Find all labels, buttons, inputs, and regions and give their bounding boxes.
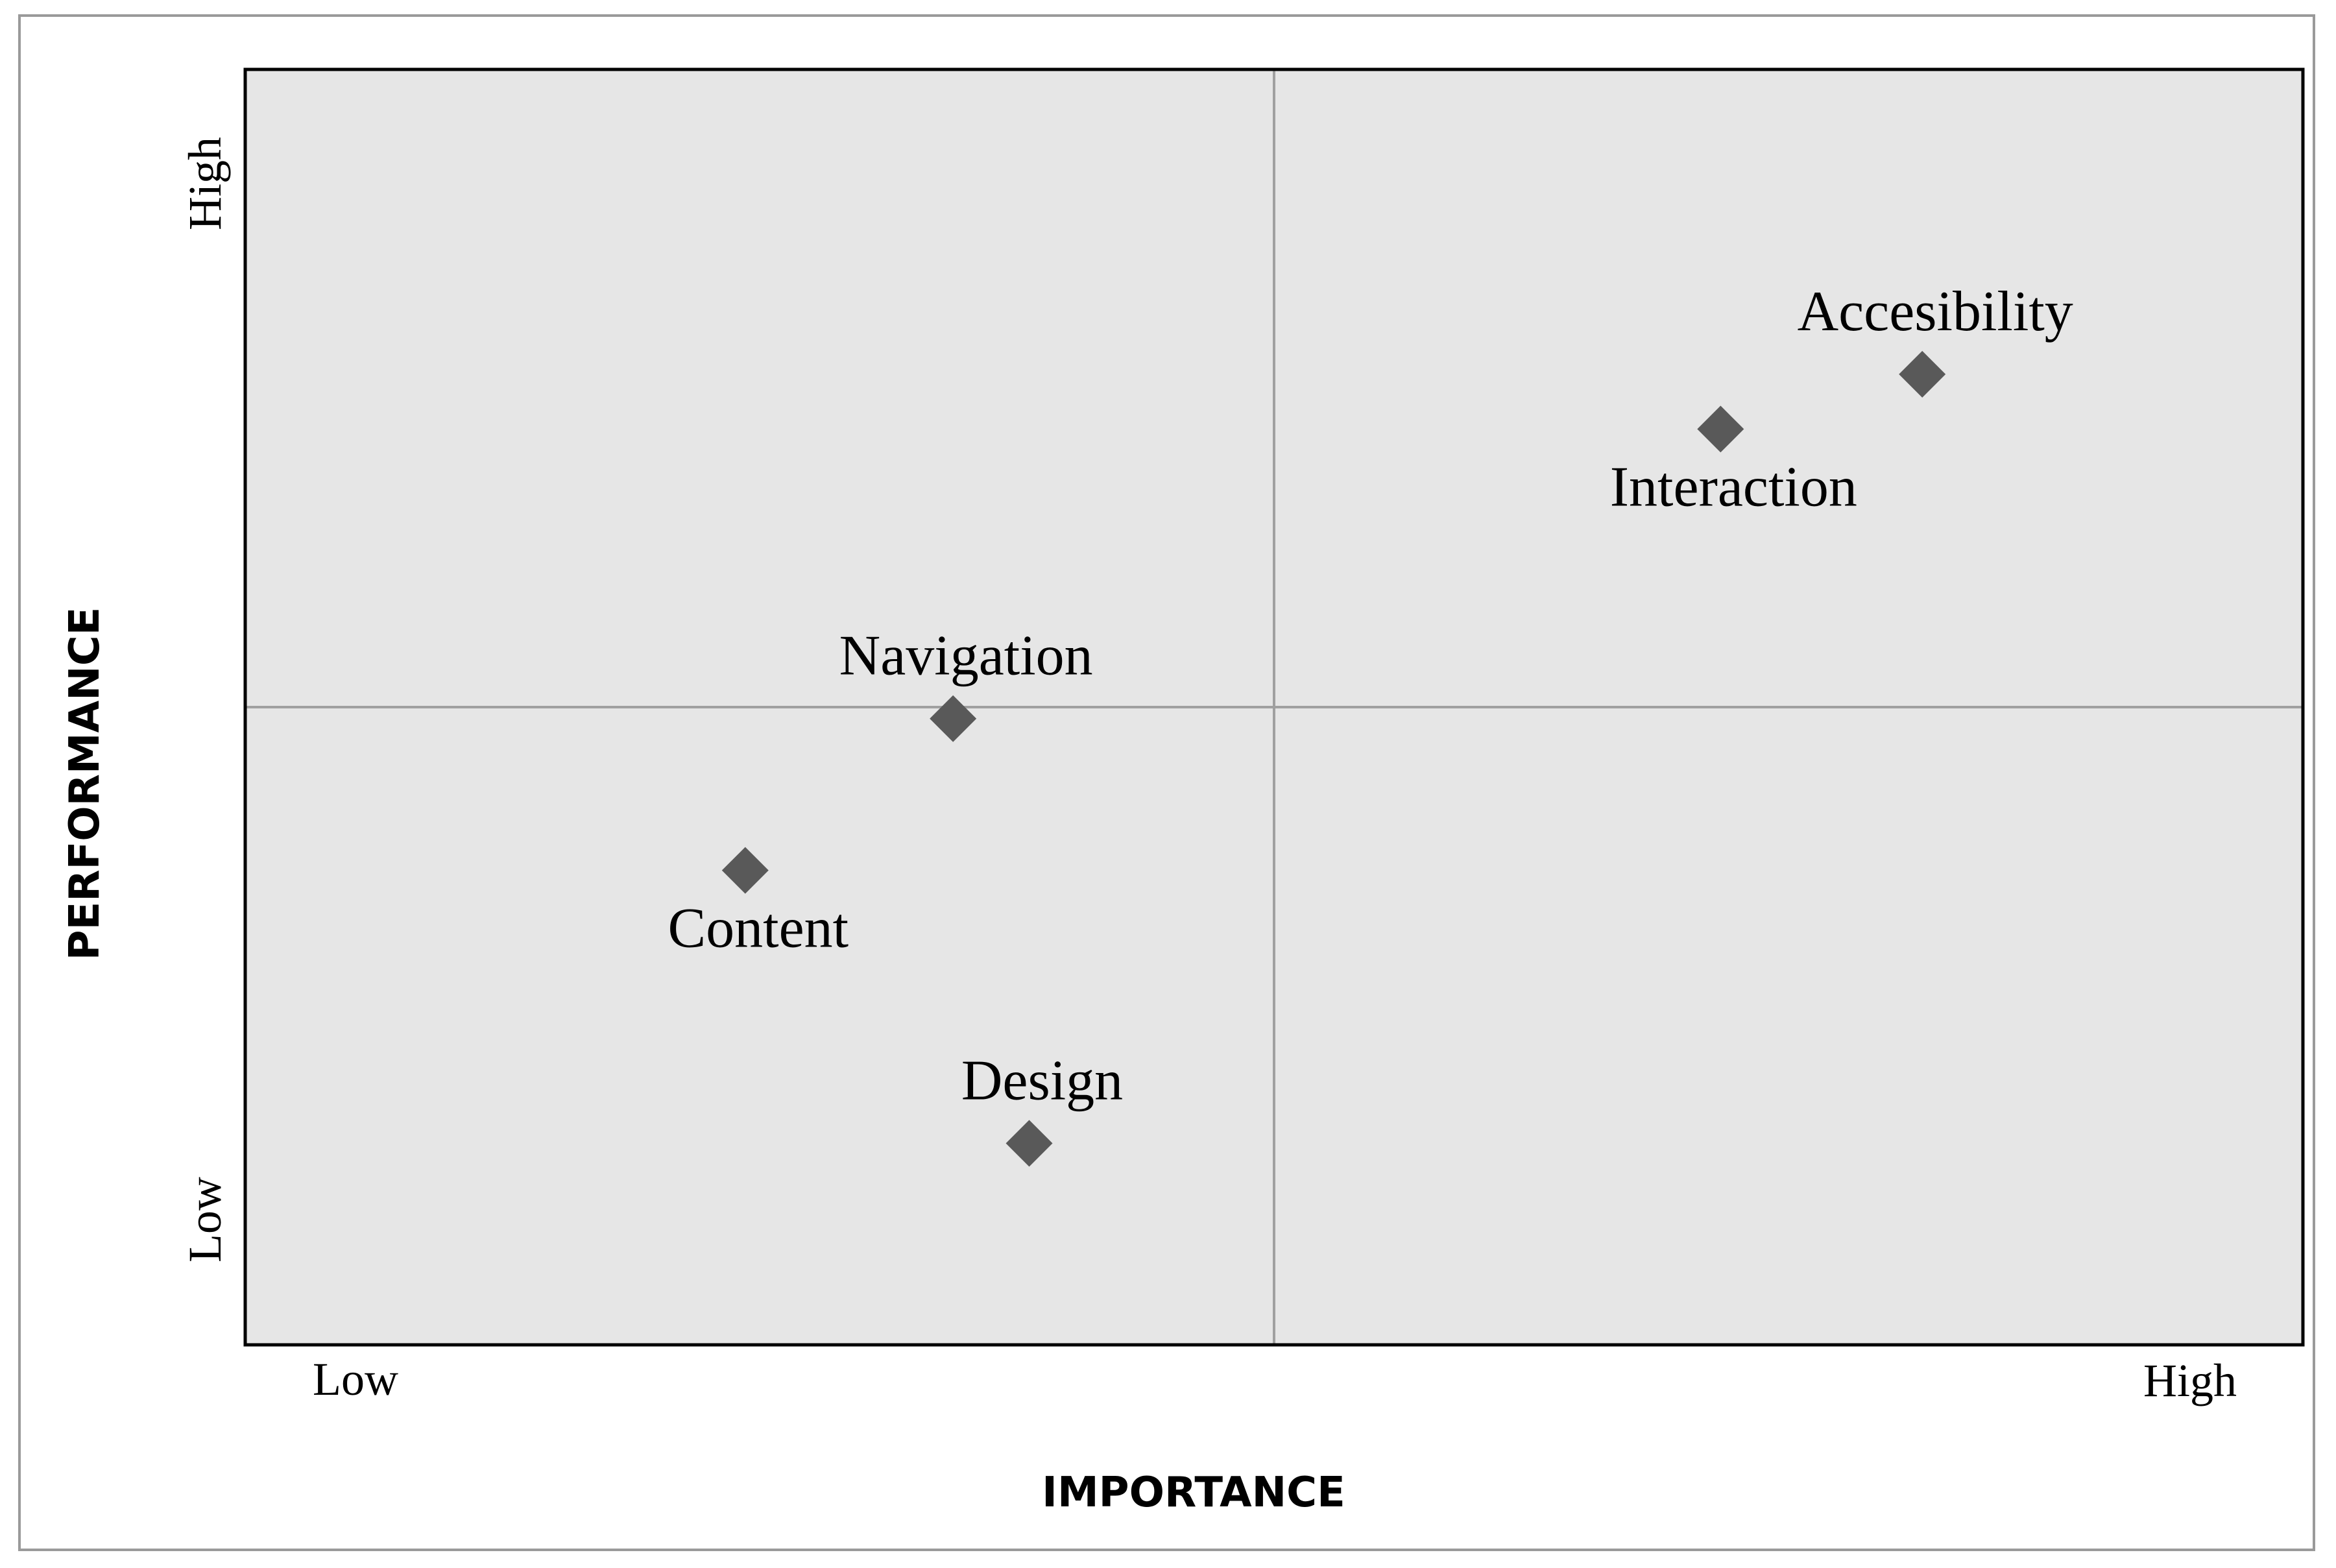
y-axis-title: PERFORMANCE [61, 607, 109, 961]
x-tick-label-low: Low [313, 1353, 398, 1405]
x-tick-label-high: High [2143, 1355, 2237, 1406]
y-tick-label-low: Low [179, 1177, 231, 1262]
data-label-content: Content [668, 897, 849, 960]
data-points: Accesibility Interaction Navigation Content… [668, 280, 2073, 1167]
y-tick-label-high: High [179, 137, 231, 230]
data-label-design: Design [961, 1049, 1123, 1112]
data-label-interaction: Interaction [1610, 455, 1857, 518]
data-label-accesibility: Accesibility [1798, 280, 2073, 343]
x-axis-title: IMPORTANCE [1042, 1469, 1345, 1517]
plot-border [243, 67, 2305, 1347]
data-point-content [721, 847, 769, 894]
data-label-navigation: Navigation [839, 625, 1093, 688]
data-point-design [1005, 1120, 1053, 1167]
data-point-accesibility [1899, 350, 1946, 398]
data-point-navigation [930, 695, 977, 742]
data-point-interaction [1697, 405, 1744, 453]
